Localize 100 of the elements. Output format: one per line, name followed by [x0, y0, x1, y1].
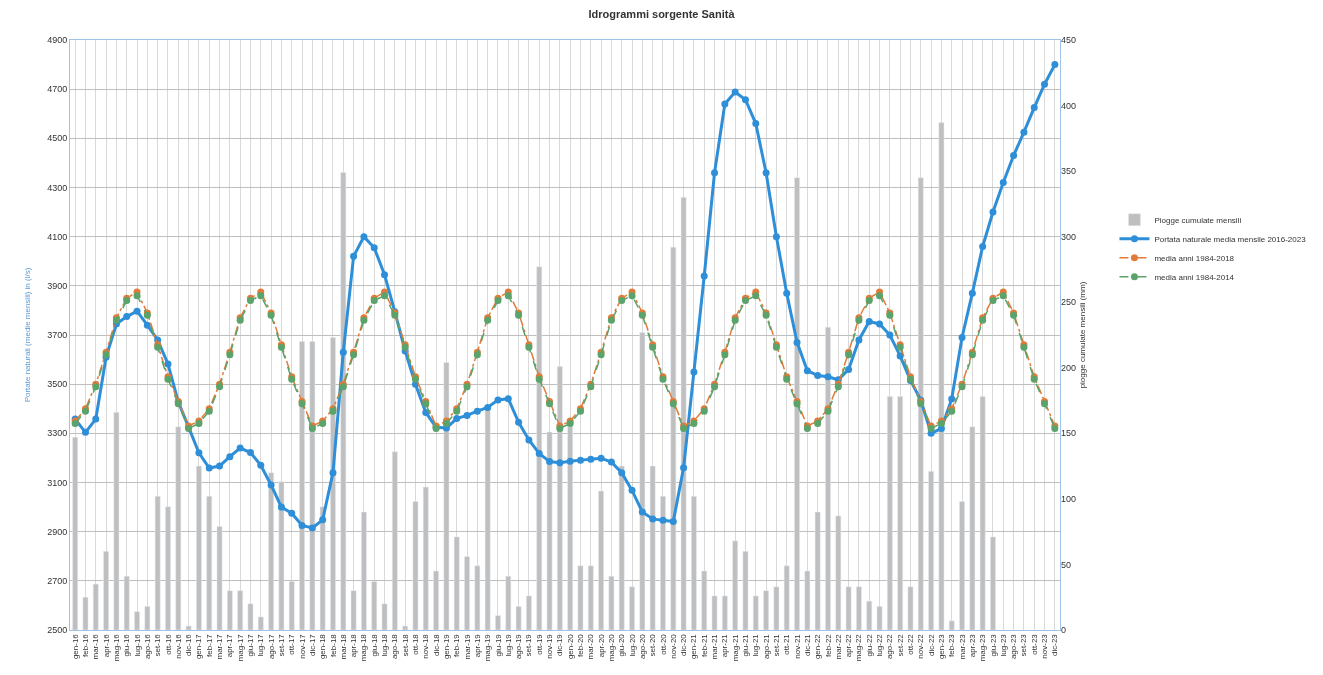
- bar: [381, 603, 388, 630]
- x-tick-label: apr-20: [596, 633, 606, 658]
- bar: [526, 595, 532, 630]
- x-tick-label: set-19: [524, 633, 534, 657]
- bar: [350, 590, 357, 630]
- x-tick-label: gen-18: [318, 633, 328, 660]
- y-tick-label: 3700: [47, 330, 68, 341]
- bar: [82, 596, 89, 630]
- x-tick-label: mar-19: [462, 633, 472, 660]
- x-tick-label: lug-16: [132, 633, 142, 657]
- bar: [752, 595, 759, 630]
- x-tick-label: giu-23: [988, 633, 998, 657]
- x-tick-label: lug-23: [998, 633, 1008, 657]
- y-tick-label: 3500: [47, 379, 68, 390]
- x-tick-label: feb-17: [204, 633, 214, 657]
- bar: [722, 595, 728, 630]
- x-tick-label: ago-18: [390, 633, 400, 660]
- x-tick-label: mag-20: [607, 633, 617, 662]
- y-tick-label: 4700: [47, 84, 68, 95]
- x-tick-label: nov-21: [792, 633, 802, 659]
- x-tick-label: dic-21: [802, 633, 812, 656]
- x-tick-label: set-18: [400, 633, 410, 657]
- bar: [247, 603, 254, 630]
- x-tick-label: feb-22: [823, 633, 833, 657]
- bar: [773, 586, 780, 630]
- x-tick-label: apr-22: [844, 633, 854, 658]
- y-tick-label: 2500: [47, 625, 68, 636]
- x-tick-label: mag-22: [854, 633, 864, 662]
- x-tick-label: mar-23: [957, 633, 967, 660]
- x-tick-label: ago-21: [761, 633, 771, 660]
- y2-tick-label: 50: [1061, 559, 1072, 570]
- y-tick-label: 2900: [47, 526, 68, 537]
- bar: [144, 606, 151, 630]
- x-tick-label: nov-16: [173, 633, 183, 659]
- x-tick-label: ott-17: [287, 633, 297, 655]
- x-tick-label: apr-18: [349, 633, 359, 658]
- x-tick-label: ott-22: [906, 633, 916, 655]
- x-tick-label: dic-16: [184, 633, 194, 656]
- x-tick-label: nov-20: [668, 633, 678, 659]
- x-tick-label: ago-16: [142, 633, 152, 660]
- x-tick-label: lug-22: [875, 633, 885, 657]
- x-tick-label: ott-20: [658, 633, 668, 655]
- x-tick-label: giu-18: [369, 633, 379, 657]
- legend-label: Piogge cumulate mensili: [1154, 215, 1242, 225]
- x-tick-label: giu-22: [864, 633, 874, 657]
- y-tick-label: 4100: [47, 231, 68, 242]
- x-tick-label: mag-18: [359, 633, 369, 662]
- x-tick-label: mag-16: [112, 633, 122, 662]
- x-tick-label: gen-16: [70, 633, 80, 660]
- x-tick-label: mar-20: [586, 633, 596, 660]
- x-tick-label: lug-21: [751, 633, 761, 657]
- x-tick-label: nov-23: [1040, 633, 1050, 659]
- bar: [629, 586, 635, 630]
- y2-tick-label: 0: [1061, 625, 1067, 636]
- x-tick-label: mar-18: [338, 633, 348, 660]
- x-tick-label: mag-23: [978, 633, 988, 662]
- x-tick-label: feb-19: [452, 633, 462, 657]
- x-tick-label: gen-20: [565, 633, 575, 660]
- bar: [134, 611, 140, 630]
- x-tick-label: apr-21: [720, 633, 730, 658]
- x-tick-label: mar-16: [91, 633, 101, 660]
- chart-title: Idrogrammi sorgente Sanità: [588, 7, 736, 20]
- x-tick-label: lug-17: [256, 633, 266, 657]
- x-tick-label: nov-22: [916, 633, 926, 659]
- y-tick-label: 3100: [47, 477, 68, 488]
- x-tick-label: apr-23: [967, 633, 977, 658]
- x-tick-label: lug-20: [627, 633, 637, 657]
- x-tick-label: ago-23: [1009, 633, 1019, 660]
- bar: [515, 606, 522, 630]
- x-tick-label: dic-19: [555, 633, 565, 656]
- y-tick-label: 4900: [47, 35, 68, 46]
- x-tick-label: mag-21: [730, 633, 740, 662]
- y2-tick-label: 450: [1061, 35, 1077, 46]
- y-tick-label: 2700: [47, 575, 68, 586]
- x-tick-label: set-16: [153, 633, 163, 657]
- x-tick-label: ago-20: [637, 633, 647, 660]
- y-tick-label: 3300: [47, 428, 68, 439]
- x-tick-label: ott-23: [1029, 633, 1039, 655]
- x-tick-label: ago-19: [514, 633, 524, 660]
- y2-tick-label: 100: [1061, 494, 1077, 505]
- y-axis-title: Portate naturali (medie mensili) in (l/s): [22, 267, 32, 403]
- x-tick-label: set-17: [277, 633, 287, 657]
- bar: [866, 600, 873, 630]
- y2-tick-label: 350: [1061, 166, 1077, 177]
- x-tick-label: giu-21: [741, 633, 751, 657]
- x-tick-label: set-22: [895, 633, 905, 657]
- x-tick-label: set-20: [648, 633, 658, 657]
- y2-tick-label: 400: [1061, 100, 1077, 111]
- y-tick-label: 4300: [47, 182, 68, 193]
- x-tick-label: nov-19: [545, 633, 555, 659]
- x-tick-label: dic-22: [926, 633, 936, 656]
- y2-tick-label: 300: [1061, 231, 1077, 242]
- y2-axis-title: piogge cumulate mensili (mm): [1078, 281, 1088, 389]
- x-tick-label: gen-22: [813, 633, 823, 660]
- y2-tick-label: 200: [1061, 362, 1077, 373]
- x-tick-label: ott-21: [782, 633, 792, 655]
- x-tick-label: feb-18: [328, 633, 338, 657]
- x-tick-label: ago-17: [266, 633, 276, 660]
- x-tick-label: gen-17: [194, 633, 204, 660]
- bar: [711, 595, 718, 630]
